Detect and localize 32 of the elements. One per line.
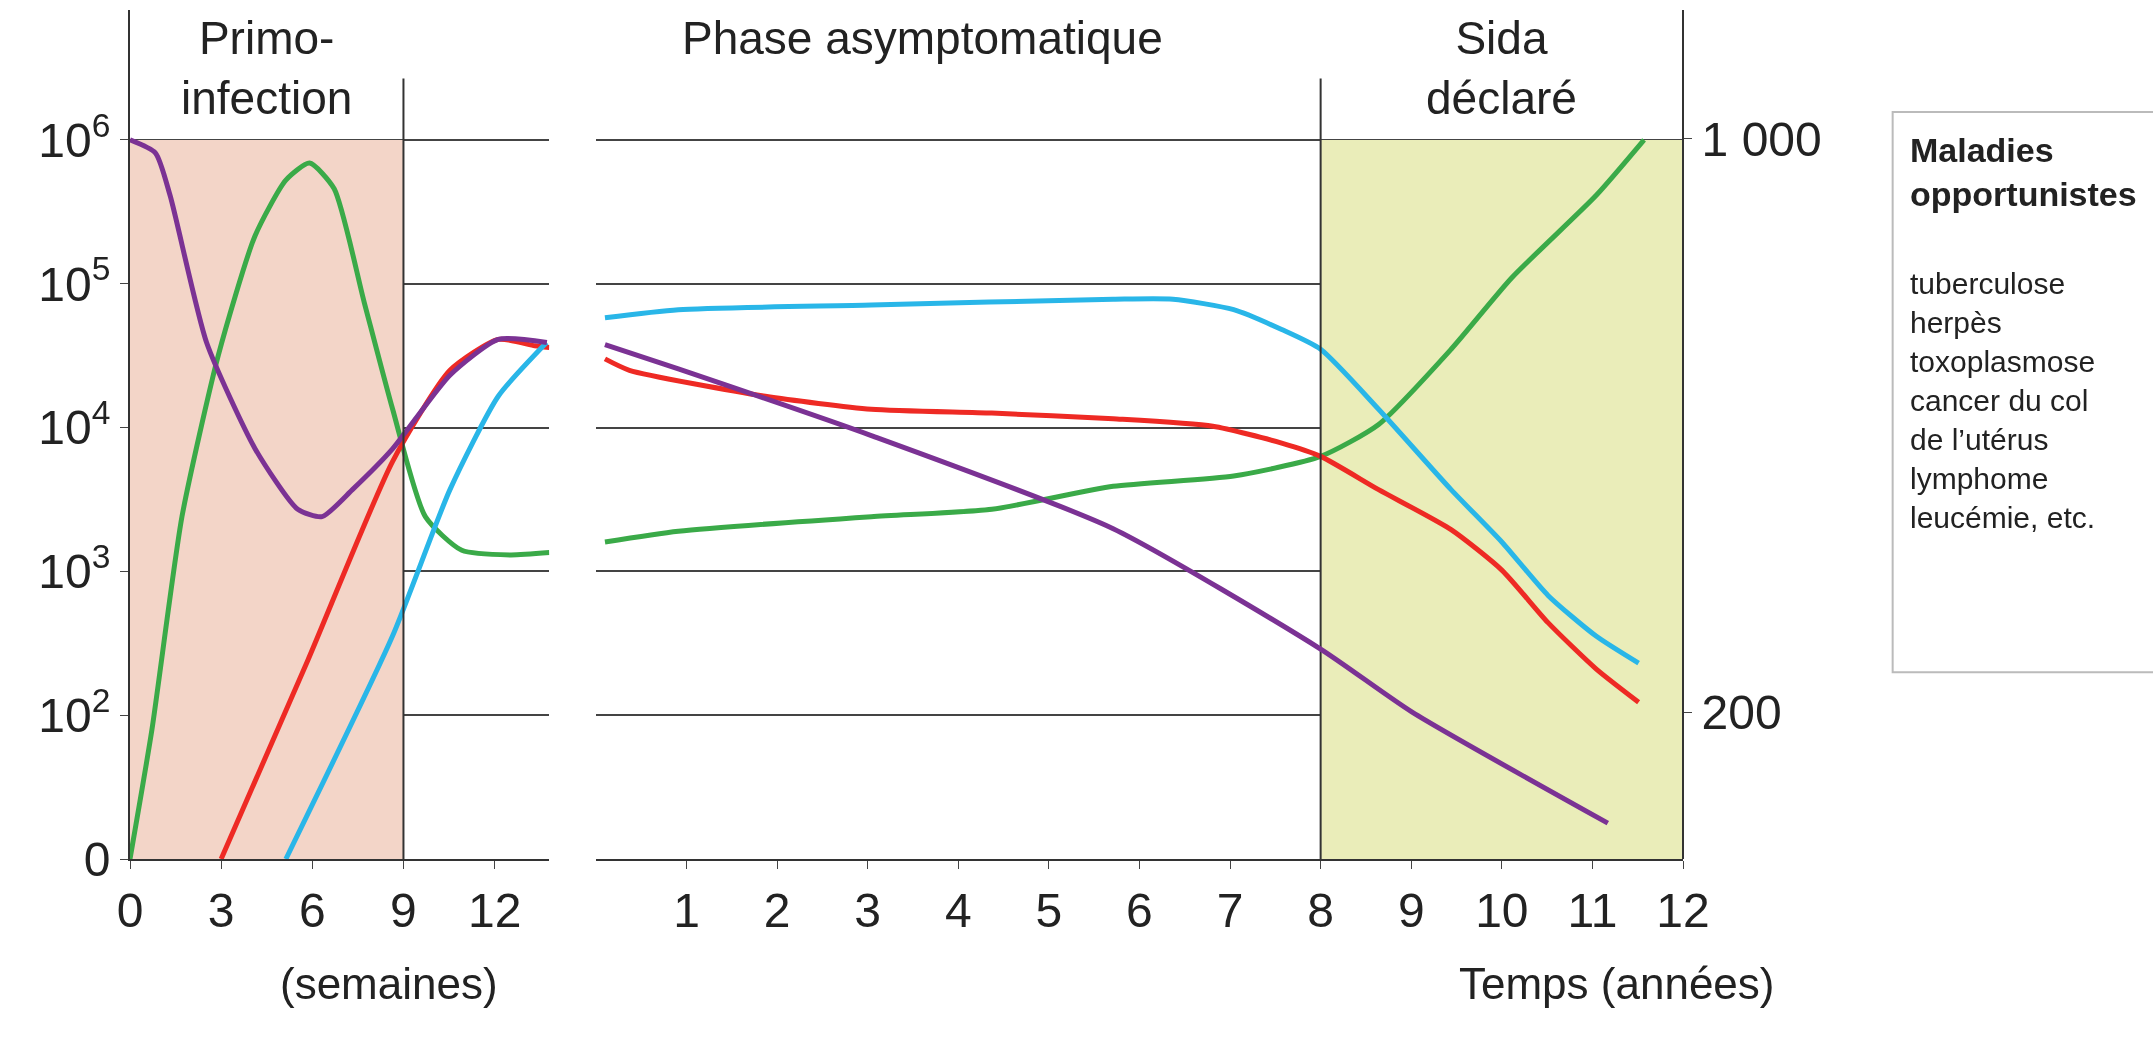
y-tick-label: 10$^{6}$	[38, 106, 111, 167]
annotation: Phase asymptomatique	[682, 12, 1163, 64]
y-tick-label: 10$^{3}$	[38, 537, 111, 599]
x-tick-label: 12	[467, 883, 522, 937]
x-axis-title: Temps (années)	[1459, 959, 1775, 1008]
x-tick-label: 6	[298, 883, 326, 937]
x-tick-label: 0	[116, 883, 144, 937]
text: 200	[1701, 685, 1782, 739]
x-tick-label: 11	[1567, 883, 1618, 937]
x-axis-title: (semaines)	[280, 959, 498, 1008]
band-label: Sida déclaré	[1426, 12, 1577, 124]
text: tuberculose herpès toxoplasmose cancer du col de l’utérus lymphome leucémie, etc.	[1910, 267, 2096, 534]
x-tick-label: 5	[1035, 883, 1063, 937]
x-tick-label: 6	[1126, 883, 1153, 937]
x-tick-label: 7	[1216, 883, 1244, 937]
x-tick-label: 9	[390, 883, 417, 937]
x-tick-label: 1	[673, 883, 700, 937]
band-label: Primo- infection	[181, 12, 353, 124]
text: 1 000	[1701, 112, 1822, 166]
x-tick-label: 8	[1307, 883, 1334, 937]
x-tick-label: 3	[207, 883, 235, 937]
x-tick-label: 10	[1475, 883, 1529, 937]
y-tick-label: 10$^{4}$	[38, 394, 111, 455]
y-tick-label: 10$^{5}$	[38, 250, 111, 311]
x-tick-label: 3	[854, 883, 882, 937]
y-tick-label: 10$^{2}$	[38, 681, 111, 742]
y-tick-label: 0	[83, 832, 111, 886]
x-tick-label: 4	[944, 883, 972, 937]
x-tick-label: 12	[1656, 883, 1710, 937]
x-tick-label: 2	[763, 883, 791, 937]
x-tick-label: 9	[1397, 883, 1425, 937]
text: Maladies opportunistes	[1910, 131, 2137, 214]
